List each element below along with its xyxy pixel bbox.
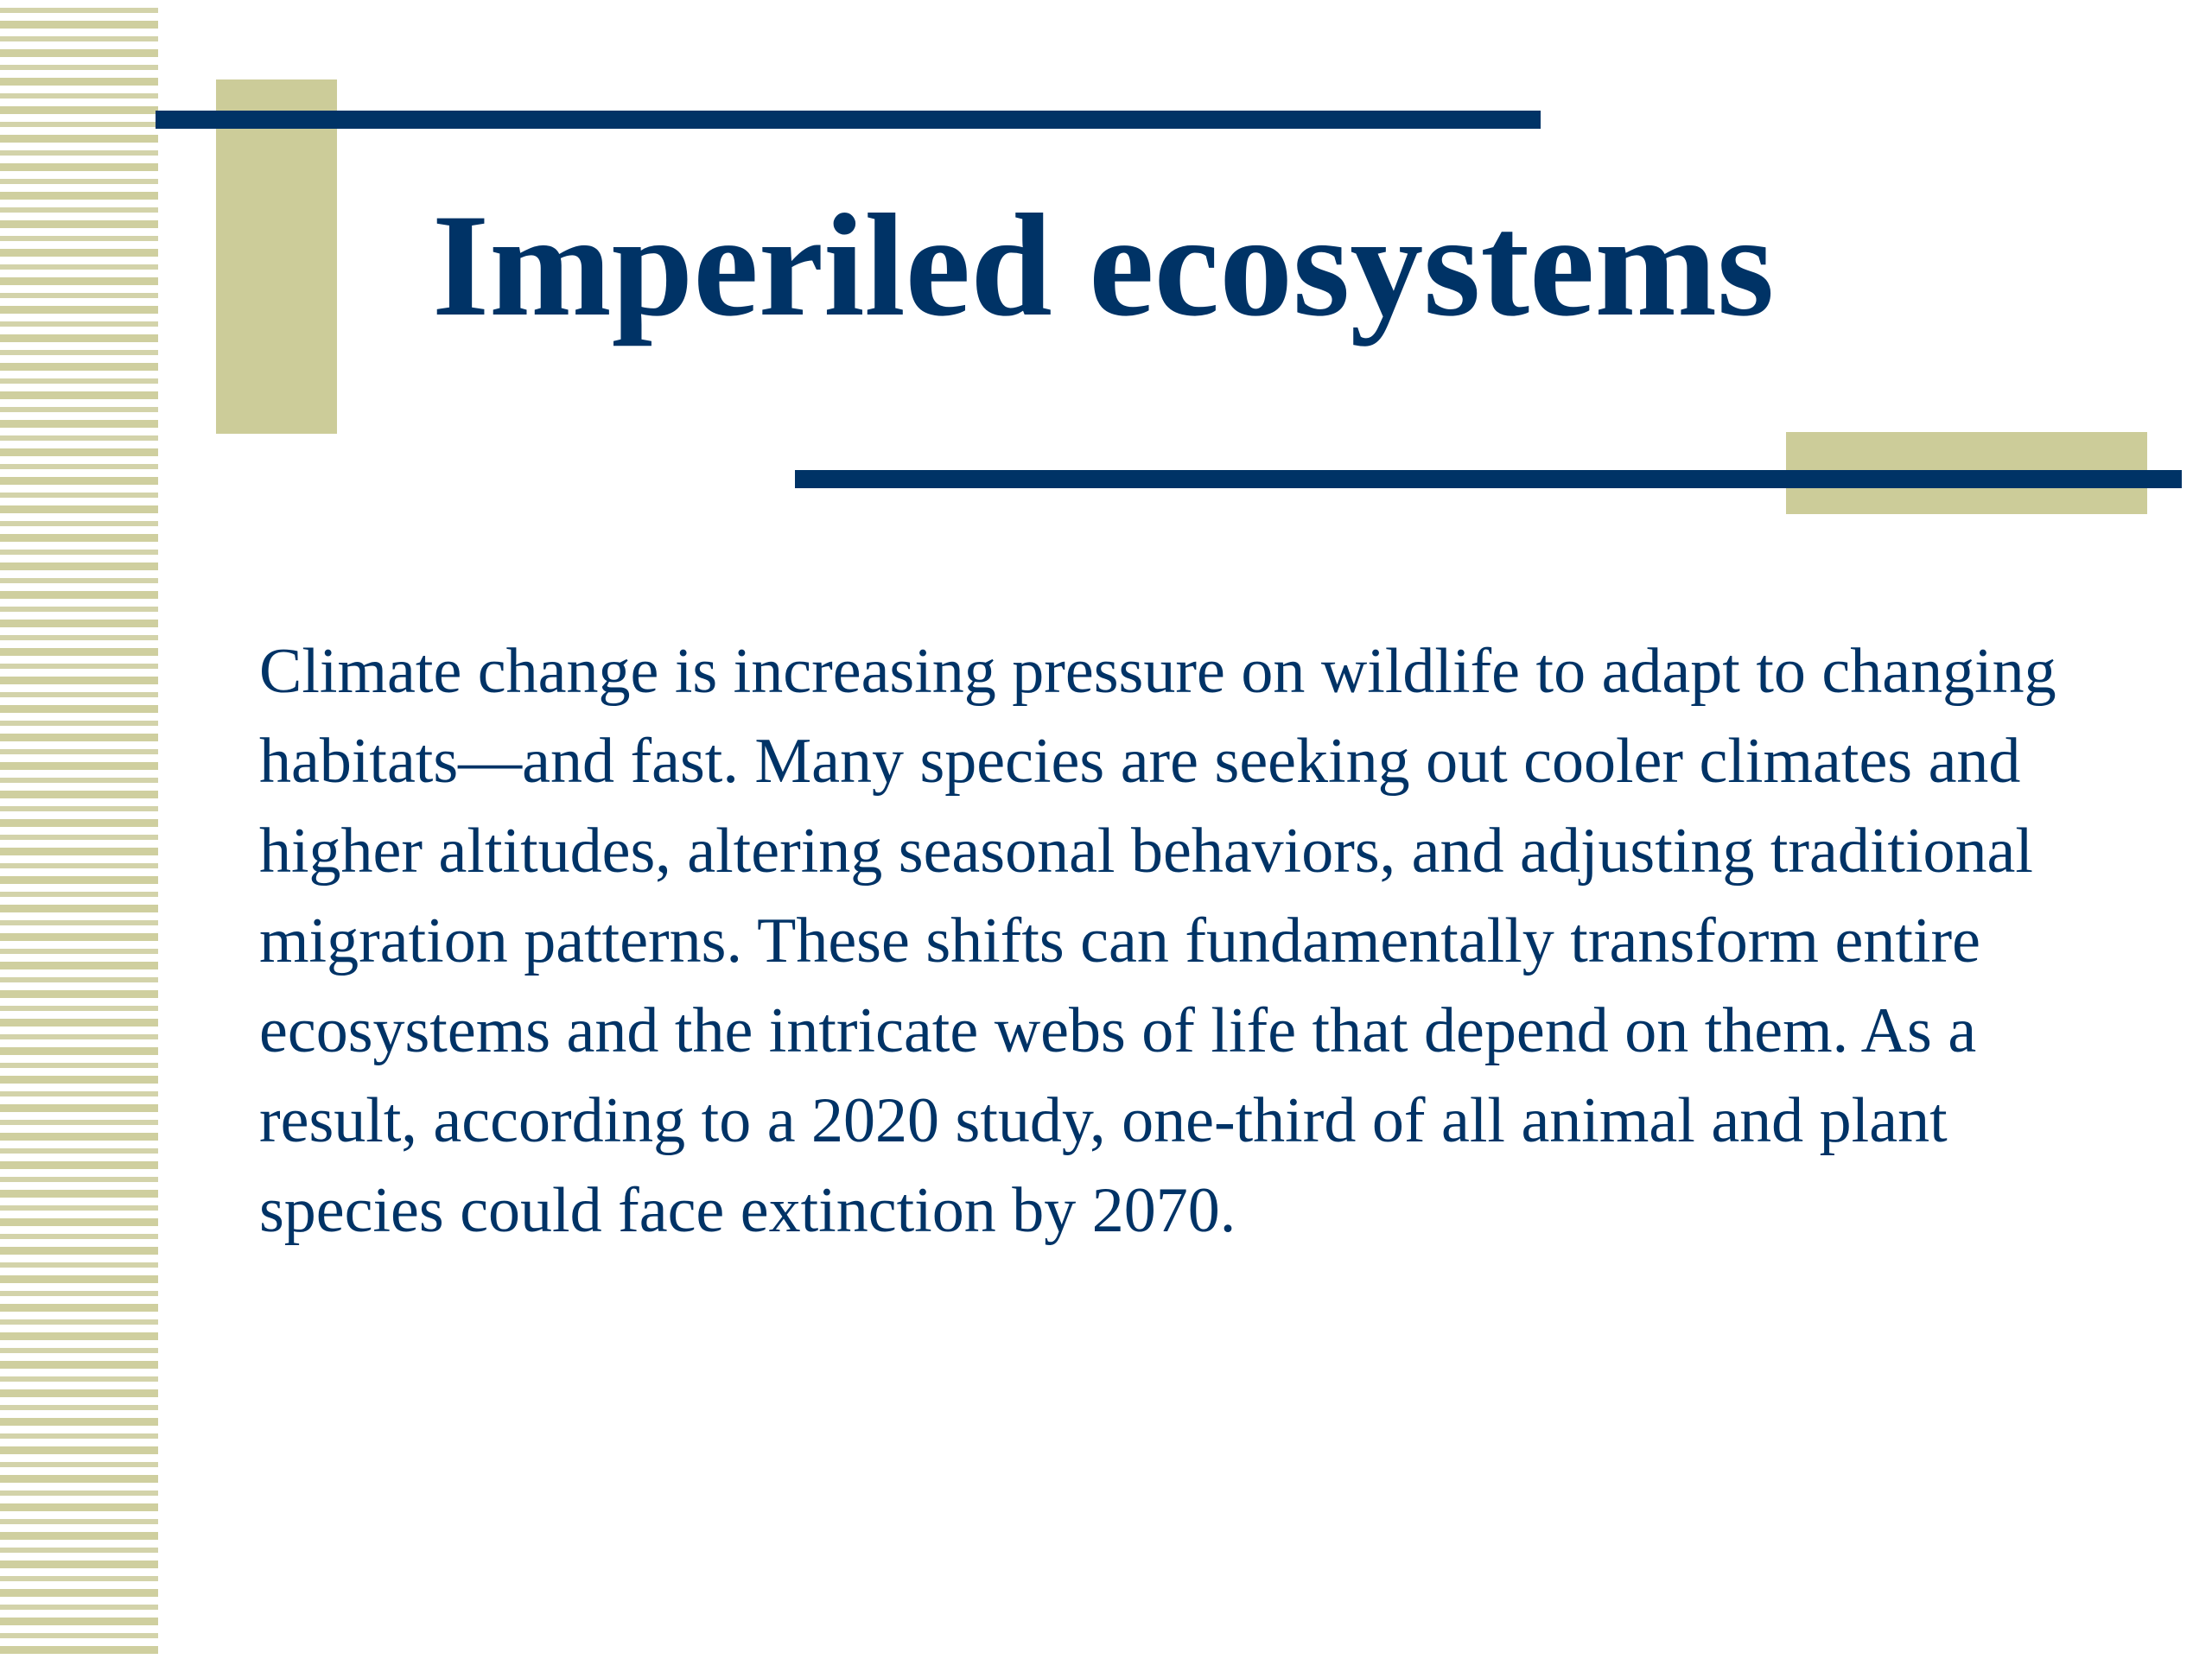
decorative-top-rule	[156, 111, 1541, 129]
decorative-khaki-block-vertical	[216, 79, 337, 434]
decorative-stripe-band	[0, 0, 158, 1659]
decorative-bottom-rule	[795, 470, 2182, 488]
slide-body-text: Climate change is increasing pressure on…	[259, 636, 2056, 1246]
slide-title: Imperiled ecosystems	[432, 184, 1775, 346]
